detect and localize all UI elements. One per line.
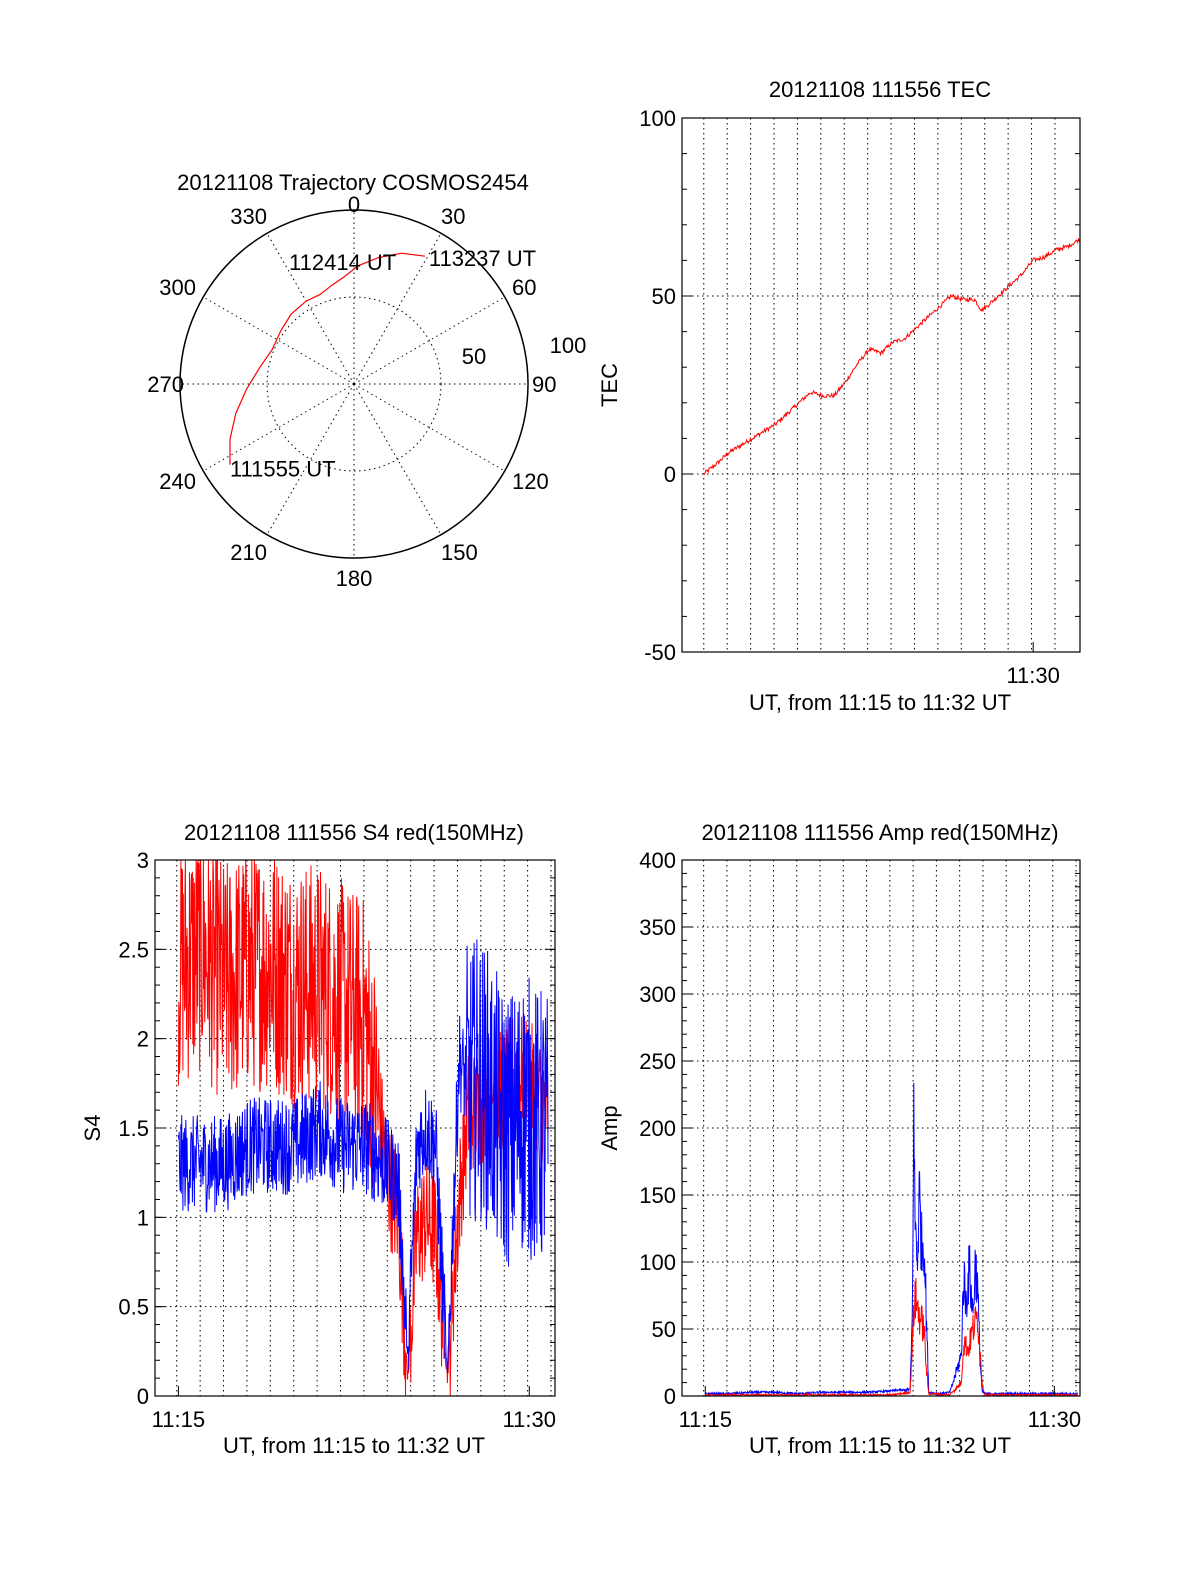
amp-series-1: [705, 1277, 1079, 1396]
polar-angle-label: 0: [348, 192, 360, 217]
amp-xlabel: UT, from 11:15 to 11:32 UT: [749, 1433, 1011, 1458]
polar-angle-label: 60: [512, 275, 536, 300]
tec-title: 20121108 111556 TEC: [769, 77, 991, 102]
amp-ytick-label: 200: [639, 1116, 676, 1141]
polar-radial-labels: 50 100: [462, 333, 587, 369]
s4-ylabel: S4: [80, 1115, 105, 1142]
s4-series-1: [177, 939, 549, 1373]
polar-spoke: [266, 233, 355, 385]
tec-chart: 20121108 111556 TEC -50 0 50 100 11:30 UT, f…: [597, 77, 1081, 715]
tec-ticks: -50 0 50 100 11:30: [639, 106, 1080, 688]
s4-ytick-label: 0: [137, 1384, 149, 1409]
polar-grid: [179, 209, 529, 559]
polar-annotations: 113237 UT 112414 UT 111555 UT: [230, 246, 536, 481]
polar-angle-label: 90: [532, 372, 556, 397]
polar-spoke: [203, 383, 355, 472]
s4-chart: 20121108 111556 S4 red(150MHz) 0 0.5 1 1.5 2…: [80, 820, 556, 1458]
amp-ytick-label: 50: [652, 1317, 676, 1342]
trajectory-line: [229, 252, 425, 465]
tec-grid: [682, 118, 1080, 652]
polar-outer-circle: [179, 209, 529, 559]
amp-chart: 20121108 111556 Amp red(150MHz) 0 50 100 15…: [597, 820, 1081, 1458]
polar-spoke: [353, 296, 505, 385]
polar-angle-label: 270: [147, 372, 184, 397]
tec-ylabel: TEC: [597, 363, 622, 407]
amp-xtick-label: 11:15: [679, 1407, 732, 1432]
amp-ticks: 0 50 100 150 200 250 300 350 400 11:15 11:30: [639, 848, 1081, 1432]
polar-angle-label: 330: [230, 204, 267, 229]
amp-ytick-label: 100: [639, 1250, 676, 1275]
polar-spoke: [266, 383, 355, 535]
amp-ytick-label: 250: [639, 1049, 676, 1074]
polar-angle-label: 120: [512, 469, 549, 494]
polar-spoke: [353, 383, 442, 535]
tec-xtick-label: 11:30: [1006, 663, 1059, 688]
polar-angle-label: 240: [159, 469, 196, 494]
polar-spoke: [353, 383, 505, 472]
amp-ylabel: Amp: [597, 1105, 622, 1150]
s4-ytick-label: 1.5: [118, 1116, 149, 1141]
polar-angle-label: 150: [441, 540, 478, 565]
s4-ytick-label: 0.5: [118, 1295, 149, 1320]
polar-spoke: [353, 233, 442, 385]
amp-title: 20121108 111556 Amp red(150MHz): [701, 820, 1058, 845]
s4-ytick-label: 2.5: [118, 937, 149, 962]
polar-inner-circle: [266, 296, 442, 472]
tec-ytick-label: -50: [644, 640, 676, 665]
amp-ytick-label: 350: [639, 915, 676, 940]
s4-xlabel: UT, from 11:15 to 11:32 UT: [223, 1433, 485, 1458]
tec-ytick-label: 50: [652, 284, 676, 309]
s4-ticks: 0 0.5 1 1.5 2 2.5 3 11:15 11:30: [118, 848, 556, 1432]
polar-angle-labels: 0 30 60 90 120 150 180 210 240 270 300 330: [147, 192, 556, 591]
polar-angle-label: 30: [441, 204, 465, 229]
polar-angle-label: 300: [159, 275, 196, 300]
s4-title: 20121108 111556 S4 red(150MHz): [184, 820, 524, 845]
s4-series: [177, 860, 549, 1396]
amp-ytick-label: 150: [639, 1183, 676, 1208]
amp-ytick-label: 400: [639, 848, 676, 873]
amp-ytick-label: 0: [664, 1384, 676, 1409]
polar-title: 20121108 Trajectory COSMOS2454: [177, 170, 529, 195]
amp-series-0: [704, 1082, 1079, 1396]
tec-series-0: [703, 238, 1080, 476]
tec-series: [703, 238, 1080, 476]
amp-series: [704, 1082, 1079, 1396]
polar-annotation: 113237 UT: [429, 246, 536, 271]
polar-radial-label-50: 50: [462, 344, 486, 369]
s4-xtick-label: 11:15: [152, 1407, 205, 1432]
s4-ytick-label: 1: [137, 1205, 149, 1230]
tec-plot-frame: [681, 117, 1081, 653]
s4-ytick-label: 3: [137, 848, 149, 873]
polar-radial-label-100: 100: [550, 333, 587, 358]
tec-xlabel: UT, from 11:15 to 11:32 UT: [749, 690, 1011, 715]
polar-spoke: [203, 296, 355, 385]
polar-annotation: 111555 UT: [230, 457, 336, 482]
polar-trajectory-chart: 20121108 Trajectory COSMOS2454 0 30 60 90 12…: [147, 170, 586, 591]
amp-ytick-label: 300: [639, 982, 676, 1007]
amp-plot-frame: [681, 859, 1081, 1397]
polar-angle-label: 180: [336, 566, 373, 591]
amp-xtick-label: 11:30: [1028, 1407, 1081, 1432]
polar-angle-label: 210: [230, 540, 267, 565]
s4-ytick-label: 2: [137, 1027, 149, 1052]
polar-annotation: 112414 UT: [289, 250, 396, 275]
tec-ytick-label: 100: [639, 106, 676, 131]
s4-xtick-label: 11:30: [503, 1407, 556, 1432]
amp-grid: [682, 860, 1080, 1396]
tec-ytick-label: 0: [664, 462, 676, 487]
